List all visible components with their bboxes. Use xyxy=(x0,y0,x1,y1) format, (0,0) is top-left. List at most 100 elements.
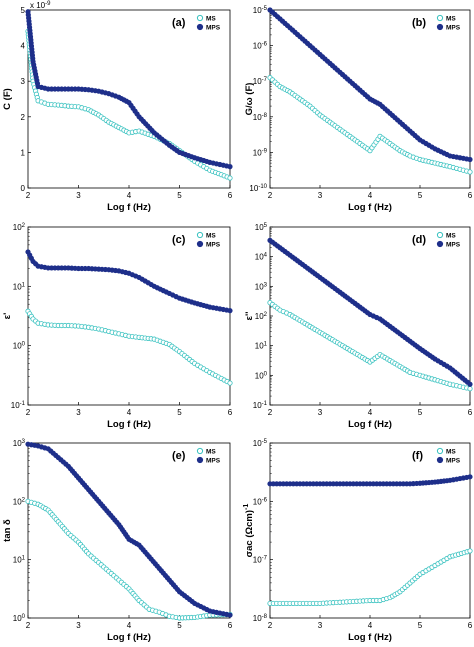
x-tick-label: 2 xyxy=(268,191,273,200)
y-tick-label: 1 xyxy=(21,148,26,157)
series-mps xyxy=(25,249,233,314)
y-axis-label: ε' xyxy=(2,313,13,320)
y-tick-label: 10-8 xyxy=(253,614,268,623)
y-tick-label: 102 xyxy=(255,312,268,321)
y-axis-label: G/ω (F) xyxy=(244,83,255,116)
data-point xyxy=(467,381,473,387)
plot-frame xyxy=(27,226,231,406)
y-tick-label: 104 xyxy=(255,253,268,262)
x-tick-label: 3 xyxy=(318,191,323,200)
legend-marker xyxy=(196,14,204,22)
legend-label: MS xyxy=(446,15,456,22)
y-tick-label: 102 xyxy=(13,497,26,506)
legend-label: MPS xyxy=(206,457,221,464)
panel-tag: (a) xyxy=(172,17,186,29)
panel-d: 2 3 4 5 6 10-1 100 101 102 103 104 105 Log f (Hz) ε''… xyxy=(244,223,473,430)
y-tick-label: 10-7 xyxy=(253,556,268,565)
y-multiplier: x 10-9 xyxy=(30,1,51,10)
legend-label: MS xyxy=(206,15,216,22)
x-tick-label: 5 xyxy=(418,408,423,417)
y-tick-label: 101 xyxy=(13,556,26,565)
panel-a: 2 3 4 5 6 0 1 2 3 4 5 x 10-9 Log f (Hz) C (F) (a) MS MPS xyxy=(2,1,233,213)
series-mps xyxy=(25,441,233,618)
legend-label: MS xyxy=(446,232,456,239)
data-point xyxy=(467,386,473,392)
y-axis-label: C (F) xyxy=(2,88,13,110)
y-axis-label: ε'' xyxy=(244,311,255,320)
panel-c: 2 3 4 5 6 10-1 100 101 102 Log f (Hz) ε' (c) MS MPS xyxy=(2,223,233,430)
x-tick-label: 3 xyxy=(76,408,81,417)
x-tick-label: 2 xyxy=(26,191,31,200)
legend-label: MS xyxy=(206,232,216,239)
legend-label: MPS xyxy=(206,24,221,31)
x-axis-label: Log f (Hz) xyxy=(348,632,392,643)
series-ms xyxy=(267,548,473,607)
x-axis-label: Log f (Hz) xyxy=(348,202,392,213)
x-tick-label: 6 xyxy=(468,408,473,417)
data-point xyxy=(467,169,473,175)
x-tick-label: 2 xyxy=(268,408,273,417)
x-tick-label: 3 xyxy=(318,408,323,417)
y-tick-label: 100 xyxy=(13,342,26,351)
y-tick-label: 10-5 xyxy=(253,6,268,15)
plot-frame xyxy=(269,442,471,619)
legend-marker xyxy=(196,231,204,239)
y-tick-label: 10-7 xyxy=(253,77,268,86)
x-tick-label: 5 xyxy=(418,191,423,200)
x-tick-label: 5 xyxy=(177,408,182,417)
legend-marker xyxy=(196,23,204,31)
y-tick-label: 5 xyxy=(21,6,26,15)
panel-e: 2 3 4 5 6 100 101 102 103 Log f (Hz) tan δ (e) MS MPS xyxy=(2,439,233,643)
x-tick-label: 5 xyxy=(177,191,182,200)
legend-marker xyxy=(436,447,444,455)
y-tick-label: 2 xyxy=(21,113,26,122)
data-point xyxy=(227,380,233,386)
y-tick-label: 102 xyxy=(13,223,26,232)
data-point xyxy=(467,156,473,163)
x-tick-label: 4 xyxy=(368,408,373,417)
panel-tag: (f) xyxy=(412,450,423,462)
data-point xyxy=(467,548,473,554)
y-tick-label: 3 xyxy=(21,77,26,86)
x-tick-label: 6 xyxy=(228,191,233,200)
series-mps xyxy=(267,474,473,487)
panel-f: 2 3 4 5 6 10-8 10-7 10-6 10-5 Log f (Hz) σac (Ωcm)… xyxy=(242,439,473,643)
legend-marker xyxy=(436,14,444,22)
y-tick-label: 105 xyxy=(255,223,268,232)
legend-label: MPS xyxy=(446,24,461,31)
y-tick-label: 100 xyxy=(255,371,268,380)
series-ms xyxy=(25,308,233,386)
x-axis-label: Log f (Hz) xyxy=(107,632,151,643)
legend-label: MS xyxy=(206,448,216,455)
panel-tag: (c) xyxy=(172,234,186,246)
series-mps xyxy=(25,9,233,170)
series-mps xyxy=(267,7,473,163)
y-tick-label: 103 xyxy=(13,439,26,448)
y-tick-label: 10-1 xyxy=(253,401,268,410)
y-tick-label: 10-6 xyxy=(253,42,268,51)
legend-marker xyxy=(196,447,204,455)
y-tick-label: 0 xyxy=(21,184,26,193)
panel-tag: (e) xyxy=(172,450,186,462)
y-tick-label: 10-8 xyxy=(253,113,268,122)
legend-label: MPS xyxy=(446,241,461,248)
y-tick-label: 10-5 xyxy=(253,439,268,448)
series-mps xyxy=(267,237,473,387)
x-tick-label: 3 xyxy=(76,621,81,630)
x-tick-label: 2 xyxy=(26,408,31,417)
x-tick-label: 3 xyxy=(76,191,81,200)
series-ms xyxy=(267,300,473,392)
x-tick-label: 4 xyxy=(127,191,132,200)
x-axis-label: Log f (Hz) xyxy=(107,202,151,213)
y-tick-label: 10-6 xyxy=(253,497,268,506)
legend-marker xyxy=(196,240,204,248)
x-tick-label: 6 xyxy=(228,621,233,630)
x-tick-label: 3 xyxy=(318,621,323,630)
data-point xyxy=(227,612,233,618)
x-tick-label: 6 xyxy=(468,621,473,630)
legend-marker xyxy=(196,456,204,464)
y-tick-label: 10-1 xyxy=(11,401,26,410)
y-tick-label: 4 xyxy=(21,42,26,51)
panel-tag: (d) xyxy=(412,234,426,246)
